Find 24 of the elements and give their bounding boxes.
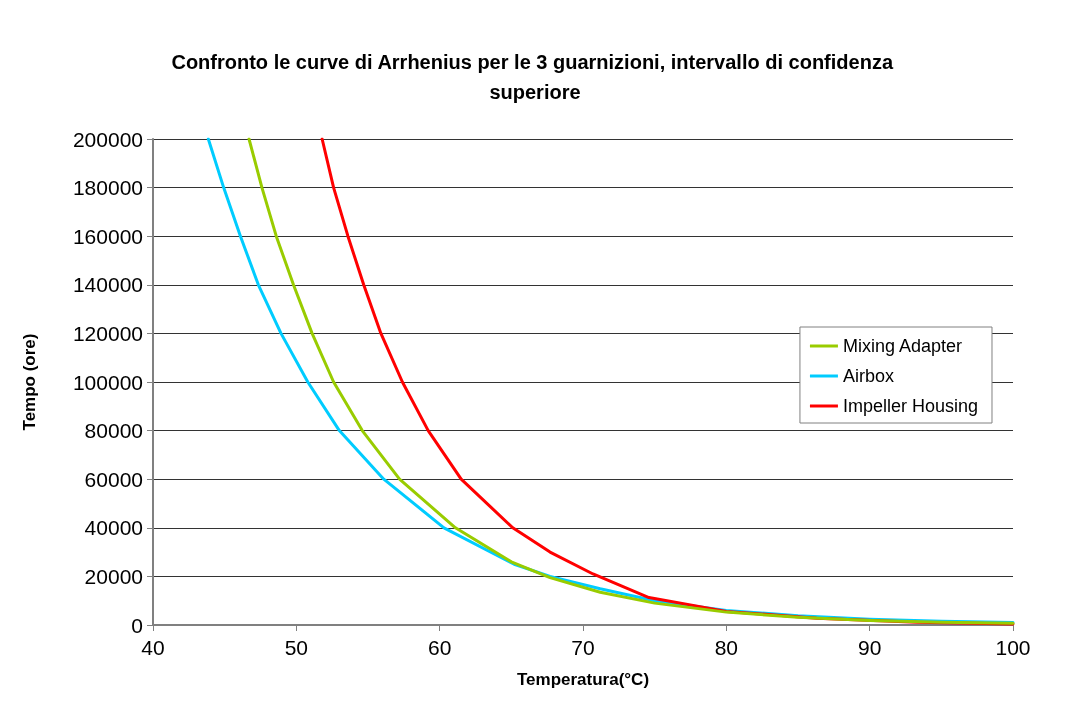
y-tick-label: 0: [131, 613, 143, 637]
legend-label: Mixing Adapter: [842, 336, 963, 356]
x-tick-label: 60: [427, 636, 452, 659]
y-tick-label: 60000: [84, 467, 143, 491]
y-axis-title: Tempo (ore): [20, 333, 39, 431]
x-axis-title: Temperatura(°C): [516, 670, 650, 689]
y-tick-label: 20000: [84, 564, 143, 588]
y-tick-label: 100000: [72, 370, 143, 394]
x-tick-label: 80: [714, 636, 739, 659]
y-tick-label: 200000: [72, 127, 143, 151]
x-tick-label: 90: [857, 636, 882, 659]
y-tick-label: 120000: [72, 321, 143, 345]
y-tick-label: 180000: [72, 176, 143, 200]
x-tick-label: 70: [571, 636, 595, 659]
y-tick-label: 40000: [84, 516, 143, 540]
x-tick-label: 50: [284, 636, 309, 659]
legend-label: Airbox: [842, 366, 894, 386]
y-tick-label: 80000: [84, 419, 143, 443]
x-tick-label: 40: [141, 636, 165, 659]
chart-title: Confronto le curve di Arrhenius per le 3 guarnizioni, intervallo di confidenza superiore: [171, 51, 899, 103]
y-tick-label: 160000: [72, 224, 143, 248]
x-tick-label: 100: [995, 636, 1031, 659]
legend-label: Impeller Housing: [842, 396, 978, 416]
y-tick-label: 140000: [72, 273, 143, 297]
